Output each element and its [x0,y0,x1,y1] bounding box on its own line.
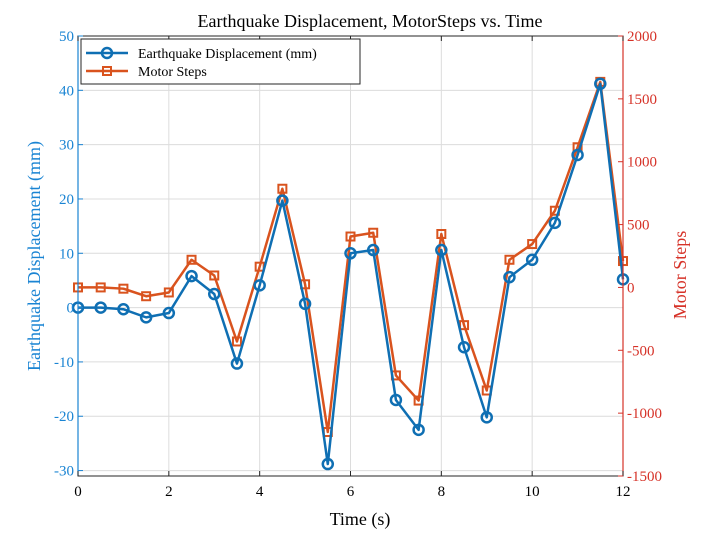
right-y-tick-label: 500 [627,218,650,234]
left-y-tick-label: 30 [59,138,74,154]
x-tick-label: 2 [165,484,173,500]
displacement-point [480,411,493,424]
displacement-point [321,457,335,471]
displacement-point [344,247,357,260]
motor-steps-point [141,291,152,302]
grid [77,35,624,476]
left-y-tick-label: 20 [59,192,74,208]
motor-steps-point [504,254,515,265]
motor-steps-point [209,270,220,281]
displacement-point [457,341,471,354]
displacement-point [366,243,380,257]
displacement-point [571,148,584,162]
x-tick-label: 12 [616,484,631,500]
right-y-tick-label: -1500 [627,469,662,485]
displacement-point [253,279,266,292]
x-tick-label: 6 [347,484,355,500]
legend-marker-displacement [100,46,114,60]
left-y-tick-label: 40 [59,83,74,99]
x-axis-title: Time (s) [330,509,391,530]
displacement-point [208,287,221,301]
x-tick-label: 0 [74,484,82,500]
displacement-line [78,82,625,466]
right-y-tick-label: -1000 [627,406,662,422]
legend-label-motor-steps: Motor Steps [138,65,207,80]
left-y-tick-label: 0 [67,301,75,317]
motor-steps-point [368,227,379,238]
right-y-tick-label: 1000 [627,155,657,171]
displacement-point [412,423,425,437]
left-y-tick-label: -30 [54,464,74,480]
displacement-point [389,393,403,407]
right-y-tick-label: -500 [627,343,655,359]
displacement-point [162,306,176,320]
right-y-tick-label: 0 [627,280,635,296]
displacement-point [525,253,539,267]
motor-steps-point [527,239,538,250]
displacement-point [94,301,107,314]
right-y-tick-label: 2000 [627,29,657,45]
motor-steps-point [186,254,197,265]
motor-steps-line [78,80,625,434]
legend-marker-motor-steps [102,66,112,76]
series-layer [71,76,630,471]
legend: Earthquake Displacement (mm) Motor Steps [80,38,361,85]
motor-steps-point [345,231,356,242]
left-y-tick-label: 10 [59,246,74,262]
left-y-tick-label: -20 [54,409,74,425]
displacement-point [276,194,289,207]
right-y-tick-label: 1500 [627,92,657,108]
legend-label-displacement: Earthquake Displacement (mm) [138,47,317,62]
motor-steps-point [277,183,288,194]
motor-steps-point [231,336,242,347]
displacement-point [117,302,130,316]
motor-steps-point [95,282,106,293]
legend-box [80,38,361,85]
left-y-tick-label: -10 [54,355,74,371]
displacement-point [139,311,153,324]
displacement-point [548,216,562,230]
displacement-point [230,357,244,370]
chart-title: Earthquake Displacement, MotorSteps vs. … [198,11,543,31]
left-y-tick-label: 50 [59,29,74,45]
motor-steps-point [118,283,129,294]
right-y-axis-title: Motor Steps [670,231,690,320]
left-y-axis-title: Earthquake Displacement (mm) [24,141,45,371]
x-tick-label: 10 [525,484,540,500]
motor-steps-point [163,287,174,298]
axes: 0 2 4 6 8 10 12 -30 -20 -10 0 10 20 30 40 50 -1500 -1000 -… [54,29,662,500]
displacement-point [298,297,312,311]
x-tick-label: 4 [256,484,264,500]
displacement-point [503,270,516,284]
x-tick-label: 8 [438,484,446,500]
displacement-point [185,269,198,283]
displacement-point [435,243,448,257]
motor-steps-point [436,229,447,239]
displacement-point [594,77,607,91]
